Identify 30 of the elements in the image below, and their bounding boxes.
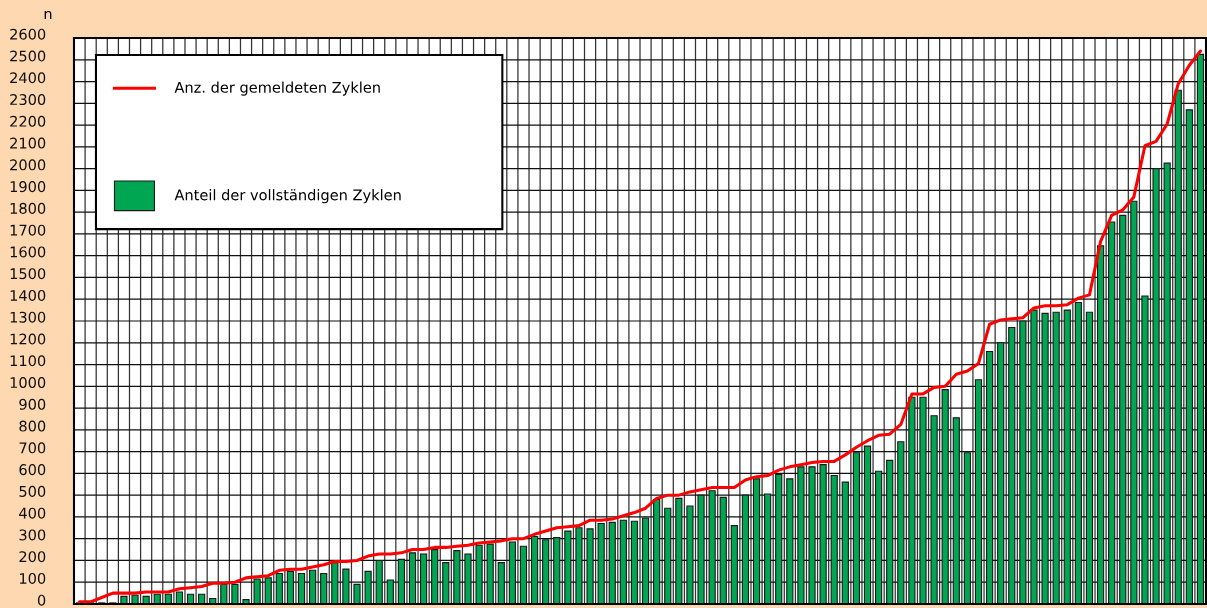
y-tick-label: 300 [19,529,46,541]
y-tick-label: 2100 [10,137,46,149]
y-tick-label: 1900 [10,181,46,193]
y-tick-label: 1000 [10,377,46,389]
y-tick-label: 800 [19,420,46,432]
y-tick-label: 2300 [10,94,46,106]
y-tick-label: 2000 [10,159,46,171]
y-tick-label: 600 [19,464,46,476]
y-tick-label: 1800 [10,202,46,214]
y-tick-label: 0 [37,594,46,606]
y-tick-label: 2200 [10,115,46,127]
y-tick-label: 1500 [10,268,46,280]
legend-label: Anz. der gemeldeten Zyklen [174,81,380,96]
y-tick-label: 100 [19,572,46,584]
y-tick-label: 1700 [10,224,46,236]
legend-label: Anteil der vollständigen Zyklen [174,189,401,204]
y-tick-label: 2500 [10,50,46,62]
y-tick-label: 200 [19,551,46,563]
y-axis-title: n [44,10,52,20]
y-tick-label: 1100 [10,355,46,367]
y-tick-label: 700 [19,442,46,454]
y-tick-label: 900 [19,398,46,410]
y-tick-label: 400 [19,507,46,519]
y-tick-label: 1300 [10,311,46,323]
y-tick-label: 500 [19,485,46,497]
y-tick-label: 2400 [10,72,46,84]
y-tick-label: 2600 [10,28,46,40]
y-tick-label: 1200 [10,333,46,345]
y-tick-label: 1600 [10,246,46,258]
y-tick-label: 1400 [10,289,46,301]
